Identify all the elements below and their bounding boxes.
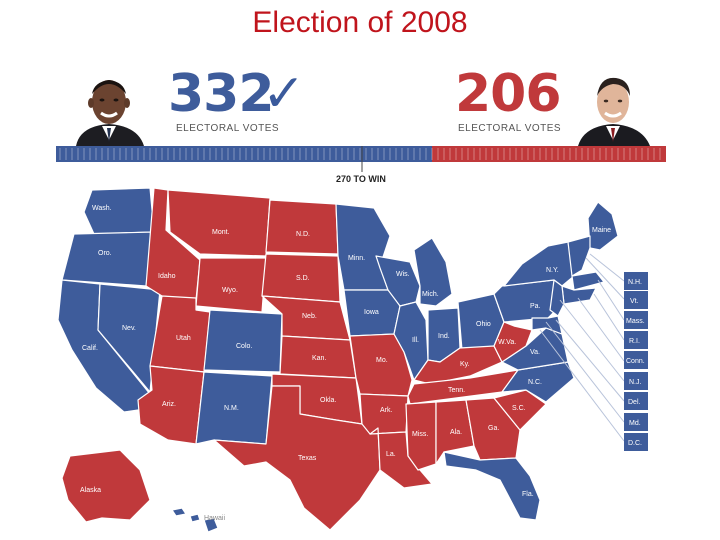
- state-label-ark: Ark.: [380, 407, 393, 414]
- small-state-box-del: Del.: [624, 392, 648, 410]
- state-label-okla: Okla.: [320, 397, 336, 404]
- state-label-texas: Texas: [298, 455, 317, 462]
- state-label-nev: Nev.: [122, 325, 136, 332]
- state-label-wis: Wis.: [396, 271, 410, 278]
- state-label-pa: Pa.: [530, 303, 541, 310]
- svg-text:Conn.: Conn.: [626, 358, 645, 365]
- threshold-label: 270 TO WIN: [336, 174, 386, 184]
- small-state-box-dc: D.C.: [624, 433, 648, 451]
- small-state-box-nj: N.J.: [624, 372, 648, 390]
- state-nd: [265, 199, 339, 255]
- tally-rep-segment: [432, 146, 666, 162]
- small-state-box-vt: Vt.: [624, 291, 648, 309]
- svg-text:Mass.: Mass.: [626, 318, 645, 325]
- state-sc: [493, 389, 547, 431]
- svg-text:N.J.: N.J.: [629, 379, 642, 386]
- state-label-tenn: Tenn.: [448, 387, 465, 394]
- state-label-kan: Kan.: [312, 355, 326, 362]
- state-label-oro: Oro.: [98, 250, 112, 257]
- state-label-ga: Ga.: [488, 425, 499, 432]
- small-state-box-nh: N.H.: [624, 272, 648, 290]
- slide-title: Election of 2008: [252, 6, 468, 39]
- state-nj-shape: [549, 279, 565, 317]
- state-texas: [213, 385, 381, 531]
- state-maine: [587, 201, 619, 251]
- svg-text:D.C.: D.C.: [628, 440, 642, 447]
- state-label-mich: Mich.: [422, 291, 439, 298]
- democratic-votes-label: ELECTORAL VOTES: [176, 123, 280, 134]
- svg-text:R.I.: R.I.: [629, 338, 640, 345]
- state-label-ny: N.Y.: [546, 267, 559, 274]
- state-label-ala: Ala.: [450, 429, 462, 436]
- small-state-box-md: Md.: [624, 413, 648, 431]
- republican-candidate-portrait: [570, 70, 656, 146]
- svg-text:Vt.: Vt.: [630, 298, 639, 305]
- republican-electoral-votes: 206: [455, 64, 562, 124]
- state-ala: [435, 399, 475, 465]
- state-label-ariz: Ariz.: [162, 401, 176, 408]
- state-label-colo: Colo.: [236, 343, 252, 350]
- state-label-va: Va.: [530, 349, 540, 356]
- state-alaska: [61, 449, 151, 523]
- state-label-neb: Neb.: [302, 313, 317, 320]
- tally-dem-segment: [56, 146, 432, 162]
- state-ny: [503, 241, 575, 287]
- state-label-hawaii: Hawaii: [204, 515, 225, 522]
- state-label-ill: Ill.: [412, 337, 419, 344]
- state-oro: [61, 231, 155, 287]
- state-label-ky: Ky.: [460, 361, 470, 368]
- state-label-maine: Maine: [592, 227, 611, 234]
- state-label-sd: S.D.: [296, 275, 310, 282]
- state-mich: [413, 237, 453, 307]
- state-label-nc: N.C.: [528, 379, 542, 386]
- state-mont: [167, 189, 271, 257]
- state-la: [369, 427, 433, 489]
- state-wyo: [195, 257, 267, 313]
- state-label-minn: Minn.: [348, 255, 365, 262]
- democratic-electoral-votes: 332: [168, 64, 275, 124]
- state-label-nm: N.M.: [224, 405, 239, 412]
- svg-text:Del.: Del.: [628, 399, 641, 406]
- state-label-mo: Mo.: [376, 357, 388, 364]
- state-label-sc: S.C.: [512, 405, 526, 412]
- state-label-miss: Miss.: [412, 431, 428, 438]
- state-label-calif: Calif.: [82, 345, 98, 352]
- state-label-idaho: Idaho: [158, 273, 176, 280]
- small-state-box-ri: R.I.: [624, 331, 648, 349]
- checkmark-icon: ✓: [262, 64, 306, 124]
- state-hawaii: [171, 507, 219, 533]
- state-label-fla: Fla.: [522, 491, 534, 498]
- state-md-de-shape: [531, 315, 563, 335]
- svg-text:Md.: Md.: [629, 420, 641, 427]
- svg-text:N.H.: N.H.: [628, 279, 642, 286]
- state-label-wash: Wash.: [92, 205, 112, 212]
- state-colo: [203, 309, 283, 373]
- state-label-alaska: Alaska: [80, 487, 101, 494]
- small-state-box-conn: Conn.: [624, 351, 648, 369]
- state-ark: [359, 393, 409, 435]
- republican-votes-label: ELECTORAL VOTES: [458, 123, 562, 134]
- state-utah: [149, 295, 211, 373]
- state-fla: [443, 451, 541, 521]
- state-label-ind: Ind.: [438, 333, 450, 340]
- state-vt-nh-shape: [567, 235, 591, 277]
- state-label-utah: Utah: [176, 335, 191, 342]
- state-label-la: La.: [386, 451, 396, 458]
- state-label-nd: N.D.: [296, 231, 310, 238]
- democratic-candidate-portrait: [66, 70, 152, 146]
- state-minn: [335, 203, 391, 291]
- state-miss: [405, 401, 437, 471]
- state-label-mont: Mont.: [212, 229, 230, 236]
- state-label-wyo: Wyo.: [222, 287, 238, 294]
- state-label-ohio: Ohio: [476, 321, 491, 328]
- state-label-iowa: Iowa: [364, 309, 379, 316]
- state-label-wva: W.Va.: [498, 339, 516, 346]
- small-state-leader-lines: [539, 253, 625, 442]
- state-mass-shape: [571, 271, 605, 291]
- electoral-tally-bar: [56, 146, 666, 172]
- small-state-box-mass: Mass.: [624, 311, 648, 329]
